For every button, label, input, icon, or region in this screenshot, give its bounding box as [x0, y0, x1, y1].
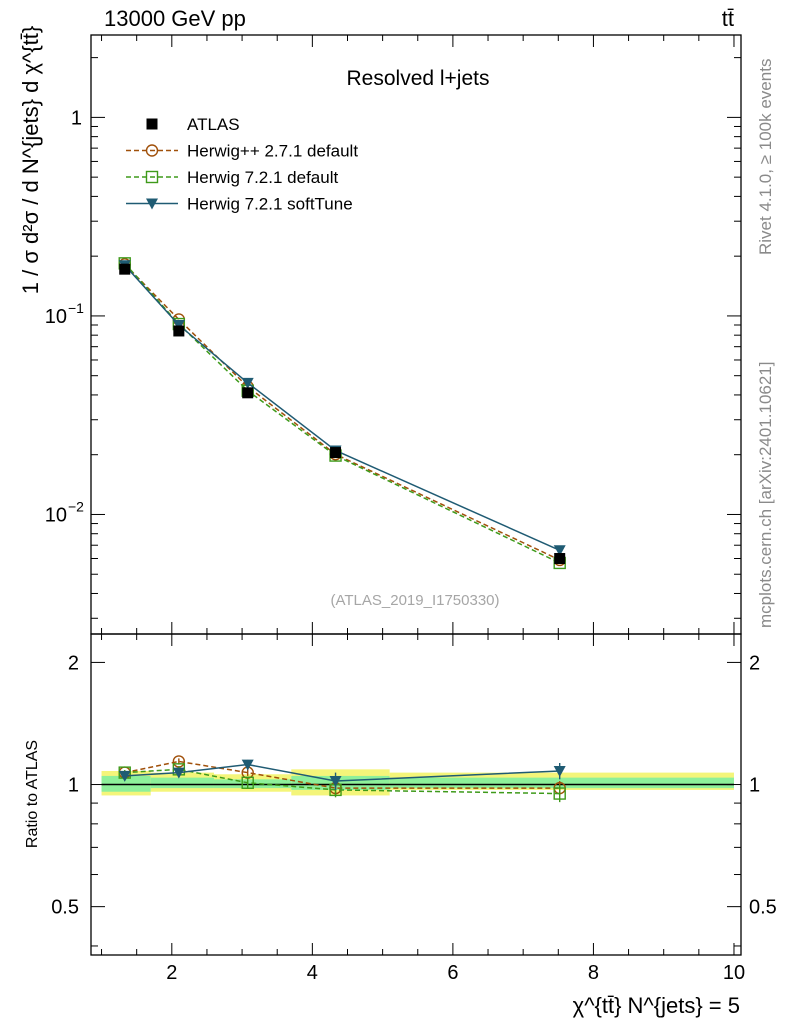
ratio-point-herwig-7-2-1-default — [241, 776, 254, 789]
ratio-tick-label: 2 — [68, 652, 79, 674]
legend-marker-herwig-2-7-1-default — [145, 144, 159, 157]
ratio-tick-label: 0.5 — [51, 897, 79, 919]
legend-marker-herwig-7-2-1-default — [145, 170, 159, 184]
data-point-atlas — [554, 553, 566, 565]
y-tick-exponent: −1 — [68, 300, 84, 316]
data-point-atlas — [242, 387, 254, 399]
x-axis-label: χ^{tt̄} N^{jets} = 5 — [573, 993, 740, 1018]
chart-title: Resolved l+jets — [347, 67, 490, 90]
analysis-watermark: (ATLAS_2019_I1750330) — [330, 592, 499, 609]
ratio-point-herwig-7-2-1-default — [553, 787, 566, 800]
x-tick-label: 4 — [307, 962, 318, 984]
ratio-point-herwig-7-2-1-softtune — [241, 759, 254, 771]
ratio-tick-label-right: 1 — [749, 775, 760, 797]
ratio-point-herwig-7-2-1-softtune — [118, 770, 131, 782]
legend-label-herwig-2-7-1-default: Herwig++ 2.7.1 default — [187, 142, 358, 161]
ratio-frame — [90, 633, 742, 956]
ratio-panel — [101, 755, 734, 803]
y-tick-exponent: −2 — [68, 498, 84, 514]
series-line-herwig-2-7-1-default — [124, 263, 561, 561]
ratio-point-herwig-7-2-1-softtune — [172, 767, 185, 779]
legend-label-atlas: ATLAS — [187, 115, 240, 134]
y-tick-label: 10 — [45, 504, 67, 526]
ratio-point-herwig-7-2-1-softtune — [329, 776, 342, 788]
x-tick-label: 10 — [723, 962, 745, 984]
ratio-line-herwig-2-7-1-default — [124, 760, 560, 789]
ratio-ylabel: Ratio to ATLAS — [24, 740, 41, 848]
data-point-atlas — [119, 263, 131, 275]
header-energy-label: 13000 GeV pp — [104, 6, 246, 31]
legend-label-herwig-7-2-1-softtune: Herwig 7.2.1 softTune — [187, 195, 353, 214]
legend-marker-atlas — [146, 118, 158, 130]
data-point-atlas — [330, 447, 342, 459]
data-point-herwig-7-2-1-softtune — [553, 545, 566, 557]
data-point-herwig-7-2-1-softtune — [241, 377, 254, 389]
ratio-tick-label-right: 0.5 — [749, 897, 777, 919]
axes — [90, 34, 742, 956]
data-point-atlas — [173, 325, 185, 337]
series-line-herwig-7-2-1-softtune — [124, 264, 561, 551]
legend-marker-herwig-7-2-1-softtune — [146, 198, 158, 210]
ratio-tick-label-right: 2 — [749, 652, 760, 674]
main-panel — [118, 257, 566, 570]
legend-label-herwig-7-2-1-default: Herwig 7.2.1 default — [187, 168, 338, 187]
ratio-point-herwig-7-2-1-softtune — [553, 765, 566, 777]
main-ylabel: 1 / σ d²σ / d N^{jets} d χ^{tt̄} — [18, 26, 43, 294]
ratio-band-green — [150, 777, 214, 789]
header-process-label: tt̄ — [721, 6, 734, 31]
y-tick-label: 10 — [45, 306, 67, 328]
x-tick-label: 2 — [166, 962, 177, 984]
x-tick-label: 6 — [447, 962, 458, 984]
ratio-tick-label: 1 — [68, 775, 79, 797]
x-tick-label: 8 — [588, 962, 599, 984]
legend: ATLAS Herwig++ 2.7.1 default Herwig 7.2.1 … — [126, 115, 358, 214]
y-tick-label: 1 — [71, 107, 82, 129]
series-line-herwig-7-2-1-default — [124, 262, 561, 564]
